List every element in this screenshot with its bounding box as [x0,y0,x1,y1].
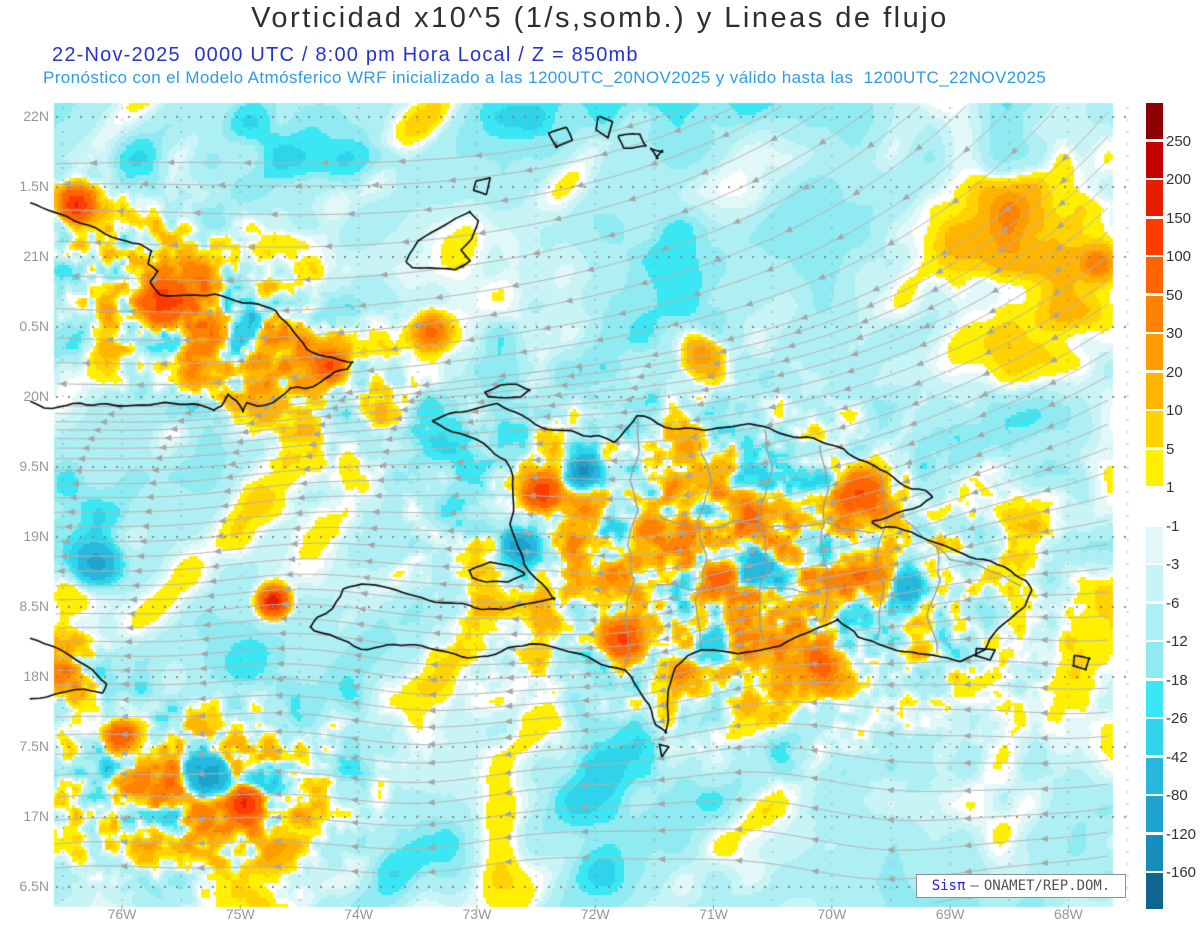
lat-tick-label: 17N [23,808,49,824]
colorbar-segment [1146,680,1163,717]
colorbar-tick-label: -42 [1166,748,1188,766]
colorbar-tick-label: -80 [1166,787,1188,804]
watermark-app-name: Sisπ [931,878,966,894]
lon-tick-label: 72W [580,906,610,922]
colorbar-segment [1146,719,1163,756]
lat-tick-label: 8.5N [19,598,49,614]
colorbar-tick-label: 250 [1166,132,1192,150]
colorbar-tick-label: 1 [1166,479,1175,496]
colorbar-tick-label: 10 [1166,402,1183,419]
lon-tick-label: 70W [817,906,847,922]
colorbar-segment [1146,103,1163,140]
colorbar-segment [1146,796,1163,833]
colorbar-segment [1146,372,1163,409]
colorbar-segment [1146,565,1163,602]
lat-tick-label: 1.5N [19,178,49,194]
colorbar-tick-label: 50 [1166,286,1183,304]
colorbar-segment [1146,757,1163,794]
colorbar-tick-label: -6 [1166,594,1180,612]
colorbar-segment [1146,141,1163,178]
page-title: Vorticidad x10^5 (1/s,somb.) y Lineas de… [251,2,949,34]
watermark-badge: Sisπ – ONAMET/REP.DOM. [916,874,1126,898]
colorbar-tick-label: -26 [1166,710,1188,727]
colorbar-segment [1146,642,1163,679]
valid-time-line: 22-Nov-2025 0000 UTC / 8:00 pm Hora Loca… [52,44,639,66]
colorbar-segment [1146,526,1163,563]
lat-tick-label: 9.5N [19,458,49,474]
colorbar-segment [1146,488,1163,525]
lat-tick-label: 6.5N [19,878,49,894]
lat-tick-label: 18N [23,668,49,684]
watermark-separator: – [970,878,979,894]
lon-tick-label: 76W [107,906,137,922]
lon-tick-label: 75W [225,906,255,922]
watermark-org: ONAMET/REP.DOM. [983,878,1111,894]
colorbar-tick-label: 200 [1166,171,1192,188]
lat-tick-label: 19N [23,528,49,544]
colorbar-segment [1146,834,1163,871]
forecast-model-line: Pronóstico con el Modelo Atmósferico WRF… [43,68,1047,87]
colorbar-segment [1146,257,1163,294]
lat-tick-label: 7.5N [19,738,49,754]
colorbar-tick-label: -160 [1166,864,1197,881]
lon-tick-label: 74W [344,906,373,922]
lon-tick-label: 73W [462,906,492,922]
colorbar-tick-label: -1 [1166,517,1180,535]
colorbar-segment [1146,449,1163,486]
colorbar-tick-label: 5 [1166,440,1175,458]
colorbar-segment [1146,295,1163,332]
colorbar-segment [1146,218,1163,255]
colorbar-tick-label: -3 [1166,556,1180,573]
lon-tick-label: 69W [935,906,965,922]
lon-tick-label: 68W [1053,906,1083,922]
colorbar-tick-label: 100 [1166,248,1192,265]
colorbar-segment [1146,873,1163,910]
lat-tick-label: 0.5N [19,318,49,334]
lon-tick-label: 71W [699,906,728,922]
lat-tick-label: 21N [23,248,49,264]
lat-tick-label: 20N [23,388,49,404]
colorbar-segment [1146,411,1163,448]
colorbar-tick-label: -120 [1166,825,1197,843]
colorbar-segment [1146,334,1163,371]
colorbar-tick-label: 30 [1166,325,1183,342]
colorbar-tick-label: 20 [1166,363,1183,381]
colorbar-tick-label: 150 [1166,209,1192,227]
colorbar-segment [1146,180,1163,217]
colorbar-segment [1146,603,1163,640]
colorbar-tick-label: -12 [1166,633,1188,650]
colorbar-tick-label: -18 [1166,671,1188,689]
lat-tick-label: 22N [23,108,49,124]
